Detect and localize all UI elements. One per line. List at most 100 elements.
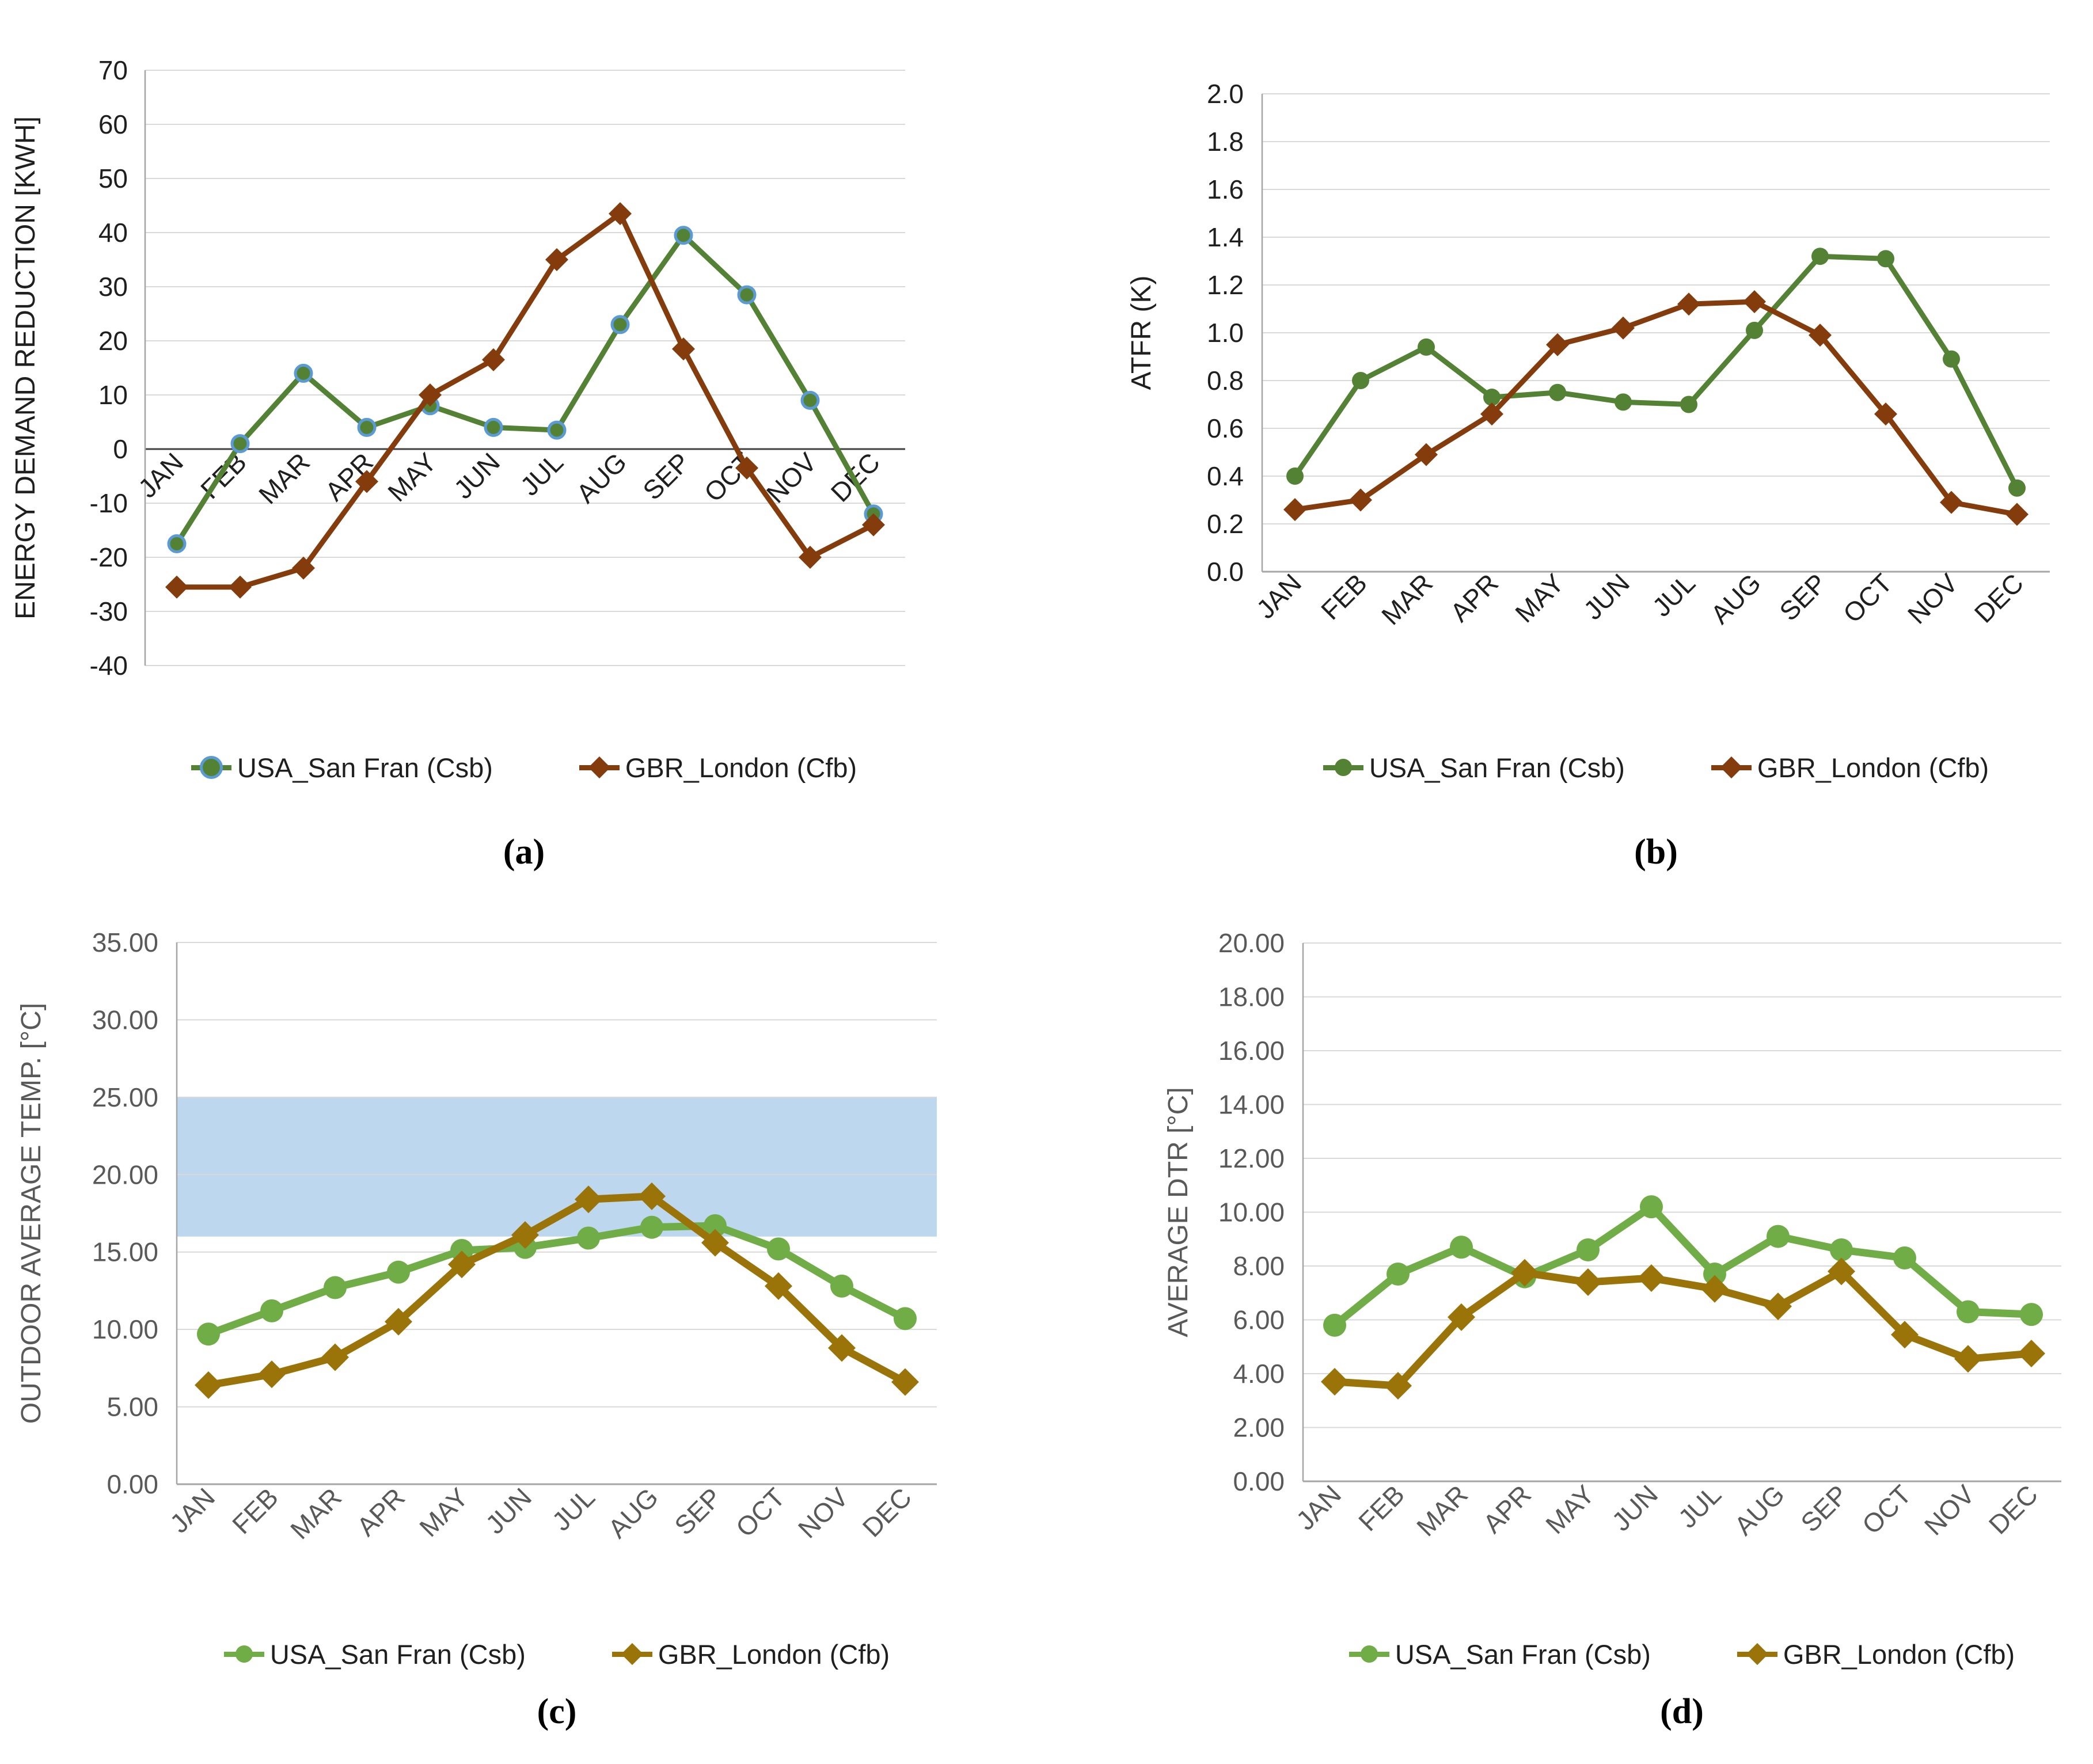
series-line-icon [1349,1645,1389,1663]
svg-text:20.00: 20.00 [1218,928,1285,958]
svg-text:35.00: 35.00 [92,927,158,957]
svg-text:25.00: 25.00 [92,1082,158,1112]
legend-label: USA_San Fran (Csb) [1369,752,1625,783]
svg-text:APR: APR [1444,568,1504,628]
legend-item-usa: USA_San Fran (Csb) [223,1638,526,1670]
svg-text:1.6: 1.6 [1207,174,1244,204]
chart-average-dtr: 0.00 2.00 4.00 6.00 8.00 10.00 12.00 14.00 16.00… [1163,928,2061,1542]
svg-text:JUN: JUN [448,447,506,504]
caption-text: (c) [537,1692,577,1731]
svg-text:FEB: FEB [1353,1479,1410,1537]
svg-text:SEP: SEP [1773,568,1832,626]
series-line-icon [1737,1643,1777,1666]
legend-item-gbr: GBR_London (Cfb) [1711,752,1989,784]
svg-text:FEB: FEB [195,447,252,504]
svg-text:0.4: 0.4 [1207,461,1244,491]
svg-text:JUN: JUN [1606,1479,1663,1537]
caption-a: (a) [92,832,956,878]
svg-text:MAY: MAY [413,1482,474,1542]
svg-text:0: 0 [113,434,128,464]
svg-text:30.00: 30.00 [92,1005,158,1035]
legend-label: GBR_London (Cfb) [1757,752,1989,783]
svg-text:MAY: MAY [1509,568,1570,628]
svg-text:JUL: JUL [1646,568,1701,622]
series-line-icon [1711,756,1752,779]
svg-text:30: 30 [98,272,128,302]
svg-text:AVERAGE DTR [°C]: AVERAGE DTR [°C] [1163,1087,1194,1337]
svg-text:NOV: NOV [1919,1479,1980,1541]
svg-text:SEP: SEP [637,447,696,505]
svg-text:FEB: FEB [226,1482,284,1539]
svg-text:1.4: 1.4 [1207,222,1244,252]
svg-text:JUN: JUN [480,1482,537,1539]
svg-text:4.00: 4.00 [1233,1359,1285,1389]
svg-text:AUG: AUG [602,1482,664,1544]
svg-text:40: 40 [98,218,128,248]
svg-text:AUG: AUG [1729,1479,1790,1541]
svg-text:DEC: DEC [1969,568,2029,628]
legend-chart-a: USA_San Fran (Csb) GBR_London (Cfb) [92,747,956,788]
svg-text:10: 10 [98,380,128,410]
svg-text:OCT: OCT [698,447,759,507]
svg-text:0.2: 0.2 [1207,509,1244,539]
caption-c: (c) [125,1691,989,1738]
svg-text:12.00: 12.00 [1218,1143,1285,1173]
legend-item-usa: USA_San Fran (Csb) [1323,752,1625,784]
svg-text:JAN: JAN [164,1482,221,1538]
svg-text:JAN: JAN [132,447,189,503]
svg-text:JUL: JUL [1672,1479,1727,1534]
svg-text:2.00: 2.00 [1233,1413,1285,1443]
svg-text:APR: APR [1477,1479,1537,1539]
svg-text:10.00: 10.00 [92,1314,158,1344]
svg-text:0.0: 0.0 [1207,557,1244,587]
legend-chart-c: USA_San Fran (Csb) GBR_London (Cfb) [125,1634,989,1674]
legend-item-gbr: GBR_London (Cfb) [1737,1638,2015,1670]
svg-text:10.00: 10.00 [1218,1197,1285,1227]
series-line-icon [611,1643,652,1666]
diamond-marker-icon [1746,1643,1768,1666]
legend-item-usa: USA_San Fran (Csb) [1349,1638,1651,1670]
svg-text:JUL: JUL [546,1482,601,1537]
svg-text:1.8: 1.8 [1207,127,1244,157]
legend-label: GBR_London (Cfb) [625,752,857,783]
chart-outdoor-average-temp: 0.00 5.00 10.00 15.00 20.00 25.00 30.00 35.00 JA… [16,927,937,1545]
svg-text:16.00: 16.00 [1218,1036,1285,1066]
svg-text:6.00: 6.00 [1233,1305,1285,1335]
diamond-marker-icon [588,756,610,779]
svg-text:JAN: JAN [1290,1479,1347,1535]
svg-text:0.00: 0.00 [107,1469,158,1499]
caption-b: (b) [1224,832,2088,878]
legend-chart-d: USA_San Fran (Csb) GBR_London (Cfb) [1250,1634,2093,1674]
svg-text:MAY: MAY [382,447,442,507]
svg-text:AUG: AUG [1705,568,1767,629]
svg-text:20: 20 [98,326,128,356]
legend-chart-b: USA_San Fran (Csb) GBR_London (Cfb) [1224,747,2088,788]
svg-text:JUL: JUL [514,447,569,501]
svg-text:8.00: 8.00 [1233,1251,1285,1281]
svg-text:1.2: 1.2 [1207,270,1244,300]
series-line-icon [191,756,231,779]
svg-text:0.8: 0.8 [1207,366,1244,396]
legend-label: USA_San Fran (Csb) [269,1638,526,1670]
svg-text:ENERGY DEMAND REDUCTION [KWH]: ENERGY DEMAND REDUCTION [KWH] [10,116,41,619]
series-line-icon [223,1645,264,1663]
svg-text:MAY: MAY [1540,1479,1600,1539]
caption-d: (d) [1250,1691,2093,1738]
svg-text:DEC: DEC [1983,1479,2043,1539]
svg-text:-10: -10 [90,488,128,518]
caption-text: (a) [503,832,545,872]
svg-text:-20: -20 [90,542,128,572]
diamond-marker-icon [1720,756,1742,779]
svg-text:5.00: 5.00 [107,1392,158,1422]
svg-text:OCT: OCT [730,1482,791,1542]
svg-text:NOV: NOV [792,1482,854,1544]
svg-text:OCT: OCT [1856,1479,1917,1539]
circle-marker-icon [1360,1645,1378,1663]
svg-text:NOV: NOV [1902,568,1963,629]
legend-label: USA_San Fran (Csb) [1395,1638,1651,1670]
svg-text:0.00: 0.00 [1233,1466,1285,1496]
legend-item-gbr: GBR_London (Cfb) [611,1638,890,1670]
svg-text:AUG: AUG [571,447,632,508]
